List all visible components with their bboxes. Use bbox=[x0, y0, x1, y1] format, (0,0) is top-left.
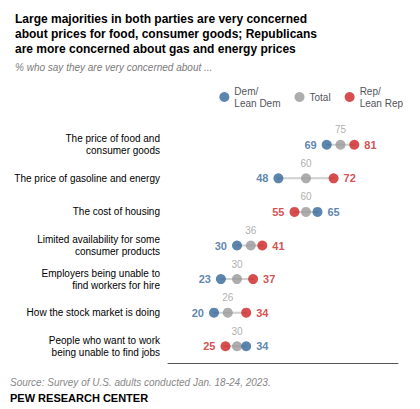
svg-text:about prices for food, consume: about prices for food, consumer goods; R… bbox=[15, 27, 317, 41]
svg-text:30: 30 bbox=[215, 240, 227, 252]
svg-text:People who want to work: People who want to work bbox=[49, 335, 161, 346]
svg-text:36: 36 bbox=[245, 225, 257, 236]
svg-text:% who say they are very concer: % who say they are very concerned about … bbox=[15, 62, 212, 73]
svg-text:consumer goods: consumer goods bbox=[86, 145, 160, 156]
svg-text:Lean Rep: Lean Rep bbox=[360, 98, 404, 109]
svg-text:Limited availability for some: Limited availability for some bbox=[37, 234, 160, 245]
svg-text:Total: Total bbox=[310, 92, 331, 103]
svg-text:find workers for hire: find workers for hire bbox=[72, 280, 160, 291]
svg-text:60: 60 bbox=[300, 191, 312, 202]
svg-text:20: 20 bbox=[192, 307, 204, 319]
svg-text:Large majorities in both parti: Large majorities in both parties are ver… bbox=[15, 12, 307, 26]
svg-text:The cost of housing: The cost of housing bbox=[73, 206, 160, 217]
svg-text:65: 65 bbox=[328, 206, 340, 218]
svg-text:PEW RESEARCH CENTER: PEW RESEARCH CENTER bbox=[10, 392, 148, 404]
svg-text:The price of food and: The price of food and bbox=[65, 133, 160, 144]
svg-text:Employers being unable to: Employers being unable to bbox=[42, 268, 161, 279]
svg-text:34: 34 bbox=[256, 307, 269, 319]
svg-text:30: 30 bbox=[231, 326, 243, 337]
svg-text:69: 69 bbox=[304, 139, 316, 151]
svg-text:are more concerned about gas a: are more concerned about gas and energy … bbox=[15, 42, 296, 56]
svg-text:48: 48 bbox=[256, 172, 268, 184]
svg-text:81: 81 bbox=[364, 139, 376, 151]
svg-text:Source: Survey of U.S. adults: Source: Survey of U.S. adults conducted … bbox=[10, 377, 271, 388]
svg-text:60: 60 bbox=[300, 158, 312, 169]
svg-text:The price of gasoline and ener: The price of gasoline and energy bbox=[14, 173, 160, 184]
svg-text:23: 23 bbox=[199, 273, 211, 285]
svg-text:75: 75 bbox=[335, 124, 347, 135]
svg-text:37: 37 bbox=[263, 273, 275, 285]
svg-text:consumer products: consumer products bbox=[75, 246, 160, 257]
svg-text:41: 41 bbox=[272, 240, 284, 252]
svg-text:Rep/: Rep/ bbox=[360, 86, 381, 97]
svg-text:34: 34 bbox=[256, 340, 269, 352]
svg-text:How the stock market is doing: How the stock market is doing bbox=[27, 307, 160, 318]
svg-text:being unable to find jobs: being unable to find jobs bbox=[52, 347, 160, 358]
svg-text:55: 55 bbox=[272, 206, 284, 218]
svg-text:Dem/: Dem/ bbox=[234, 86, 258, 97]
svg-text:26: 26 bbox=[222, 292, 234, 303]
svg-text:72: 72 bbox=[344, 172, 356, 184]
svg-text:25: 25 bbox=[203, 340, 215, 352]
svg-text:Lean Dem: Lean Dem bbox=[234, 98, 280, 109]
svg-text:30: 30 bbox=[231, 259, 243, 270]
